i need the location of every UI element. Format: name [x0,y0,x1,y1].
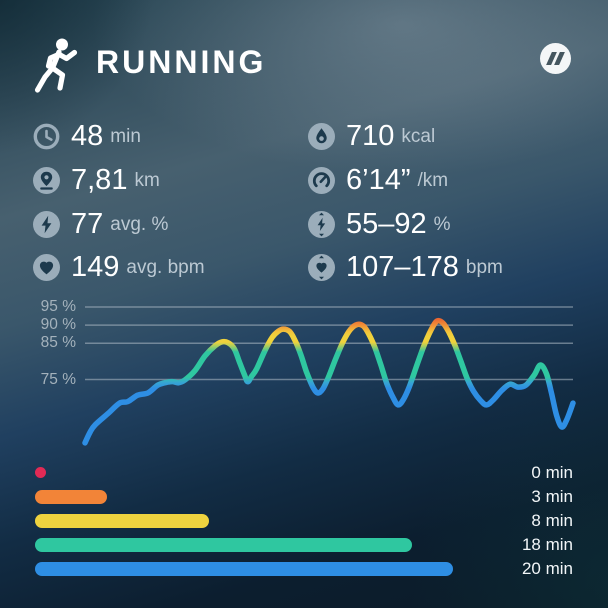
stat-unit: /km [417,170,449,192]
stat-value: 149 [71,251,120,284]
zone1-duration: 20 min [521,559,573,578]
zone4-bar [35,490,108,504]
polar-flow-logo-icon [540,43,571,74]
stat-unit: % [433,213,451,235]
stat-pace: 6’14” /km [308,166,578,195]
zone2-duration: 18 min [521,535,573,554]
energy-drop-icon [308,123,335,151]
stat-unit: min [110,126,141,148]
zone3-duration: 8 min [531,511,573,530]
lightning-range-icon [308,210,335,238]
stat-unit: bpm [465,257,503,279]
stat-unit: km [134,170,160,192]
stat-value: 6’14” [346,164,411,197]
ytick-75: 75 % [40,370,76,388]
ytick-95: 95 % [40,298,76,315]
stat-value: 55–92 [346,207,427,240]
zone3-bar [35,514,209,528]
stats-grid: 48 min 710 kcal 7,81 km [33,115,578,290]
zone4-duration: 3 min [531,487,573,506]
activity-title: RUNNING [96,44,267,80]
zone2-bar [35,538,413,552]
heart-icon [33,254,60,282]
lightning-icon [33,210,60,238]
stat-unit: avg. bpm [126,257,205,279]
location-pin-icon [33,167,60,195]
stat-value: 48 [71,120,104,153]
heart-range-icon [308,254,335,282]
stat-value: 77 [71,207,104,240]
stat-value: 7,81 [71,164,128,197]
zone5-bar [35,466,46,478]
stat-intensity-avg: 77 avg. % [33,207,308,240]
stat-value: 107–178 [346,251,459,284]
ytick-90: 90 % [40,316,76,333]
zone5-duration: 0 min [531,462,573,482]
ytick-85: 85 % [40,334,76,351]
stat-unit: kcal [401,126,436,148]
stat-unit: avg. % [110,213,169,235]
speedometer-icon [308,167,335,195]
stat-duration: 48 min [33,122,308,151]
stat-calories: 710 kcal [308,122,578,151]
stat-intensity-range: 55–92 % [308,207,578,240]
clock-icon [33,123,60,150]
stat-heart-rate-range: 107–178 bpm [308,253,578,282]
zone1-bar [35,562,453,576]
runner-icon [34,38,78,93]
stat-value: 710 [346,120,395,153]
stat-heart-rate-avg: 149 avg. bpm [33,253,308,282]
stat-distance: 7,81 km [33,166,308,195]
